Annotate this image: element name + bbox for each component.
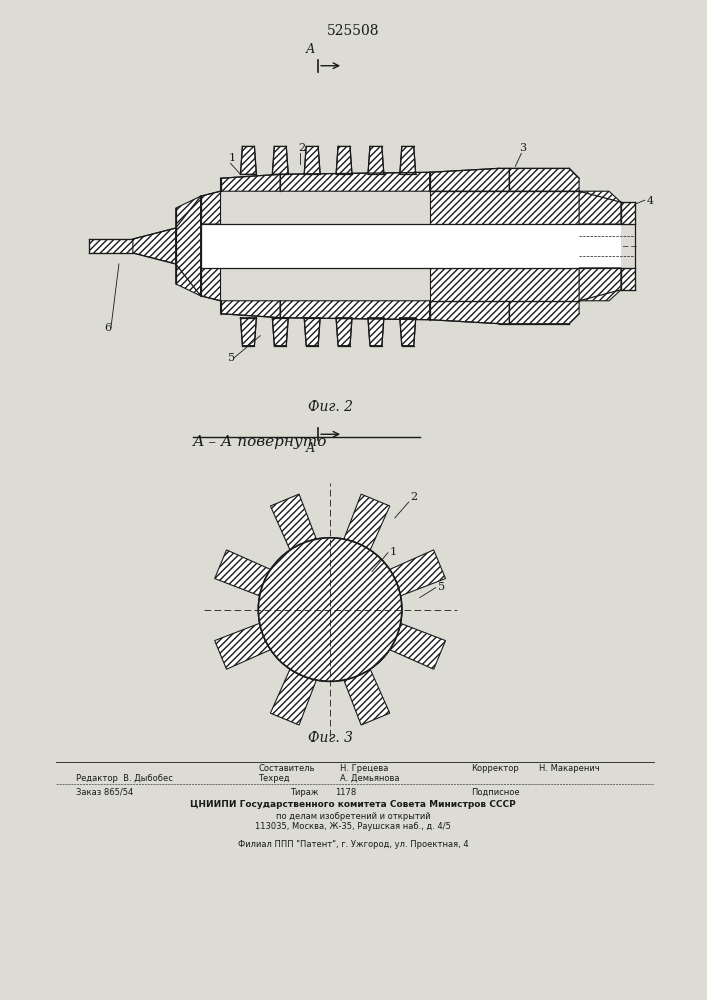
Polygon shape <box>280 301 430 320</box>
Text: Редактор  В. Дыбобес: Редактор В. Дыбобес <box>76 774 173 783</box>
Polygon shape <box>304 146 320 174</box>
Polygon shape <box>133 228 176 264</box>
Polygon shape <box>430 168 509 191</box>
Text: А – А повернуто: А – А повернуто <box>192 435 327 449</box>
Text: Техред: Техред <box>258 774 290 783</box>
Polygon shape <box>390 550 445 596</box>
Text: 1: 1 <box>228 153 235 163</box>
Text: Составитель: Составитель <box>258 764 315 773</box>
Text: А: А <box>305 442 315 455</box>
Text: А. Демьянова: А. Демьянова <box>340 774 399 783</box>
Text: Подписное: Подписное <box>472 788 520 797</box>
Text: 2: 2 <box>410 492 417 502</box>
Polygon shape <box>430 268 579 301</box>
Polygon shape <box>270 494 316 550</box>
Polygon shape <box>215 623 271 669</box>
Text: 1178: 1178 <box>335 788 356 797</box>
Polygon shape <box>336 146 352 174</box>
Polygon shape <box>344 669 390 725</box>
Text: А: А <box>305 43 315 56</box>
Text: Фиг. 2: Фиг. 2 <box>308 400 353 414</box>
Polygon shape <box>176 196 201 296</box>
Polygon shape <box>89 239 133 253</box>
Bar <box>201 224 621 268</box>
Text: Н. Макаренич: Н. Макаренич <box>539 764 600 773</box>
Polygon shape <box>221 174 280 191</box>
Polygon shape <box>430 301 509 324</box>
Polygon shape <box>336 318 352 346</box>
Text: 1: 1 <box>390 547 397 557</box>
Polygon shape <box>621 268 635 290</box>
Polygon shape <box>270 669 316 725</box>
Polygon shape <box>390 623 445 669</box>
Text: 5: 5 <box>438 582 445 592</box>
Text: 6: 6 <box>104 323 111 333</box>
Polygon shape <box>240 318 257 346</box>
Text: Заказ 865/54: Заказ 865/54 <box>76 788 134 797</box>
Text: 2: 2 <box>298 143 305 153</box>
Polygon shape <box>280 172 430 191</box>
Polygon shape <box>272 318 288 346</box>
Polygon shape <box>400 146 416 174</box>
Polygon shape <box>304 318 320 346</box>
Polygon shape <box>579 268 621 301</box>
Text: ЦНИИПИ Государственного комитета Совета Министров СССР: ЦНИИПИ Государственного комитета Совета … <box>190 800 516 809</box>
Polygon shape <box>201 191 221 224</box>
Text: Филиал ППП "Патент", г. Ужгород, ул. Проектная, 4: Филиал ППП "Патент", г. Ужгород, ул. Про… <box>238 840 468 849</box>
Polygon shape <box>240 146 257 174</box>
Text: Н. Грецева: Н. Грецева <box>340 764 388 773</box>
Circle shape <box>258 538 402 681</box>
Text: Фиг. 3: Фиг. 3 <box>308 731 353 745</box>
Polygon shape <box>430 191 579 224</box>
Text: 5: 5 <box>228 353 235 363</box>
Bar <box>201 224 589 268</box>
Circle shape <box>258 538 402 681</box>
Text: 113035, Москва, Ж-35, Раушская наб., д. 4/5: 113035, Москва, Ж-35, Раушская наб., д. … <box>255 822 451 831</box>
Polygon shape <box>621 202 635 224</box>
Polygon shape <box>201 268 221 301</box>
Text: по делам изобретений и открытий: по делам изобретений и открытий <box>276 812 431 821</box>
Polygon shape <box>368 318 384 346</box>
Polygon shape <box>272 146 288 174</box>
Text: Корректор: Корректор <box>472 764 519 773</box>
Polygon shape <box>221 301 280 318</box>
Polygon shape <box>344 494 390 550</box>
Polygon shape <box>215 550 271 596</box>
Text: 525508: 525508 <box>327 24 379 38</box>
Text: 4: 4 <box>647 196 654 206</box>
Polygon shape <box>509 301 579 324</box>
Text: 3: 3 <box>520 143 527 153</box>
Polygon shape <box>579 191 621 224</box>
Text: Тираж: Тираж <box>291 788 319 797</box>
Polygon shape <box>400 318 416 346</box>
Polygon shape <box>509 168 579 191</box>
Polygon shape <box>368 146 384 174</box>
Bar <box>430 224 589 268</box>
